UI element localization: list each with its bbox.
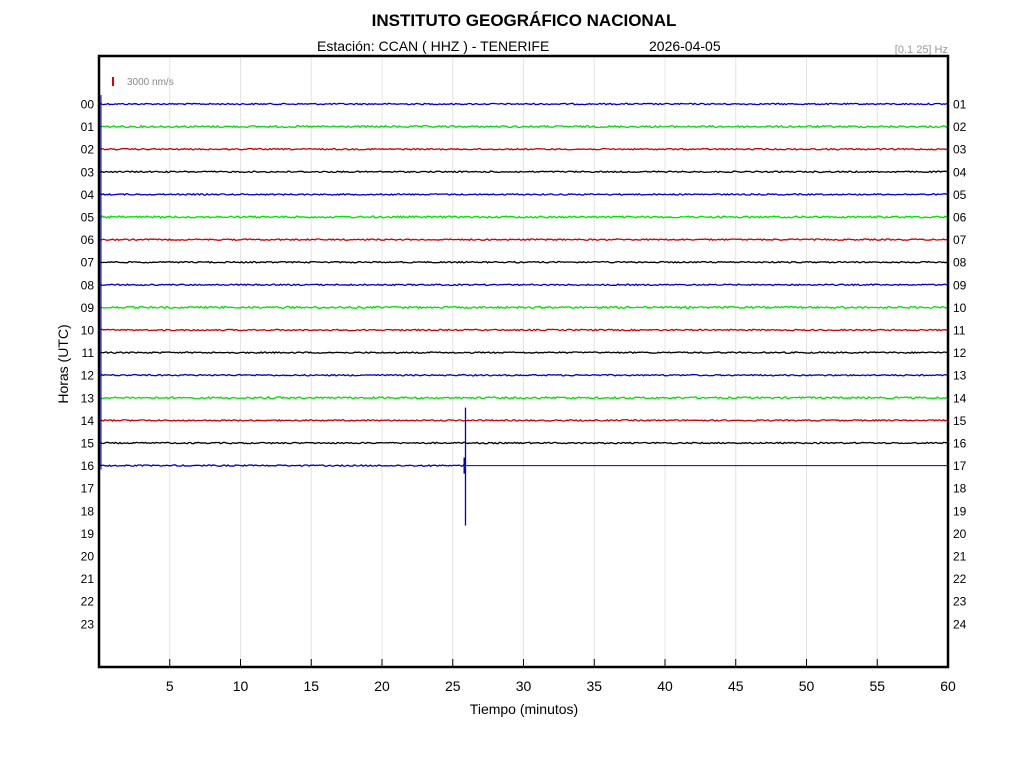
left-hour-label: 15 [81,437,95,451]
x-tick-label: 35 [586,678,602,694]
right-hour-label: 24 [953,617,967,631]
x-tick-label: 50 [799,678,815,694]
left-hour-label: 06 [81,233,95,247]
x-axis-label: Tiempo (minutos) [470,701,578,717]
trace-hour-00 [98,102,949,106]
x-tick-label: 40 [657,678,673,694]
right-hour-label: 21 [953,550,967,564]
left-hour-label: 14 [81,414,95,428]
x-tick-label: 10 [233,678,249,694]
x-tick-label: 15 [303,678,319,694]
trace-hour-05 [98,215,949,219]
x-tick-label: 25 [445,678,461,694]
right-hour-label: 02 [953,120,967,134]
trace-hour-08 [98,283,949,287]
left-hour-label: 05 [81,211,95,225]
trace-hour-03 [98,170,949,174]
left-hour-label: 11 [82,346,95,360]
right-hour-label: 12 [953,346,967,360]
trace-hour-06 [98,238,949,242]
right-hour-label: 17 [953,459,967,473]
right-hour-label: 04 [953,165,967,179]
trace-hour-01 [98,124,949,129]
trace-hour-09 [98,305,949,310]
left-hour-label: 00 [81,98,95,112]
trace-hour-12 [98,373,949,377]
left-hour-label: 13 [81,391,95,405]
right-hour-label: 11 [953,324,966,338]
right-hour-label: 10 [953,301,967,315]
left-hour-labels: 00 01 02 03 04 05 06 07 08 09 10 11 12 13 14 15 16 17 18 19… [81,98,95,632]
trace-hour-16 [98,464,466,468]
right-hour-label: 18 [953,482,967,496]
frequency-band-label: [0.1 25] Hz [895,44,948,56]
right-hour-label: 22 [953,572,967,586]
right-hour-label: 16 [953,437,967,451]
left-hour-label: 04 [81,188,95,202]
left-hour-label: 12 [81,369,95,383]
left-hour-label: 09 [81,301,95,315]
left-hour-label: 08 [81,278,95,292]
left-hour-label: 22 [81,595,95,609]
right-hour-label: 23 [953,595,967,609]
left-hour-label: 19 [81,527,95,541]
x-tick-label: 45 [728,678,744,694]
trace-hour-10 [98,328,949,332]
left-hour-label: 16 [81,459,95,473]
x-tick-label: 30 [516,678,532,694]
x-tick-label: 5 [166,678,174,694]
scale-label: 3000 nm/s [127,77,174,88]
right-hour-label: 01 [953,98,967,112]
gridlines [169,57,878,666]
right-hour-label: 20 [953,527,967,541]
right-hour-label: 09 [953,278,967,292]
chart-title: INSTITUTO GEOGRÁFICO NACIONAL [372,11,677,30]
left-hour-label: 03 [81,165,95,179]
right-hour-label: 07 [953,233,967,247]
x-tick-label: 20 [374,678,390,694]
left-hour-label: 23 [81,617,95,631]
left-hour-label: 18 [81,504,95,518]
x-tick-label: 55 [869,678,885,694]
right-hour-label: 05 [953,188,967,202]
date-label: 2026-04-05 [649,38,721,54]
left-hour-label: 01 [81,120,95,134]
right-hour-label: 13 [953,369,967,383]
left-hour-label: 07 [81,256,95,270]
trace-hour-14 [98,418,949,422]
left-hour-label: 21 [81,572,95,586]
trace-hour-02 [98,147,949,151]
trace-hour-11 [98,351,949,355]
right-hour-labels: 01 02 03 04 05 06 07 08 09 10 11 12 13 14 15 16 17 18 19 20… [953,98,967,632]
x-tick-label: 60 [940,678,956,694]
right-hour-label: 14 [953,391,967,405]
left-hour-label: 20 [81,550,95,564]
y-axis-label: Horas (UTC) [55,324,71,403]
right-hour-label: 06 [953,211,967,225]
right-hour-label: 03 [953,143,967,157]
left-hour-label: 10 [81,324,95,338]
station-label: Estación: CCAN ( HHZ ) - TENERIFE [317,38,549,54]
left-hour-label: 02 [81,143,95,157]
trace-hour-13 [98,395,949,400]
trace-hour-04 [98,192,949,197]
right-hour-label: 19 [953,504,967,518]
left-hour-label: 17 [81,482,95,496]
trace-hour-07 [98,260,949,264]
trace-hour-15 [98,441,949,445]
right-hour-label: 08 [953,256,967,270]
right-hour-label: 15 [953,414,967,428]
x-axis-ticks: 5 10 15 20 25 30 35 40 45 50 55 60 [166,659,956,694]
traces [98,95,949,526]
